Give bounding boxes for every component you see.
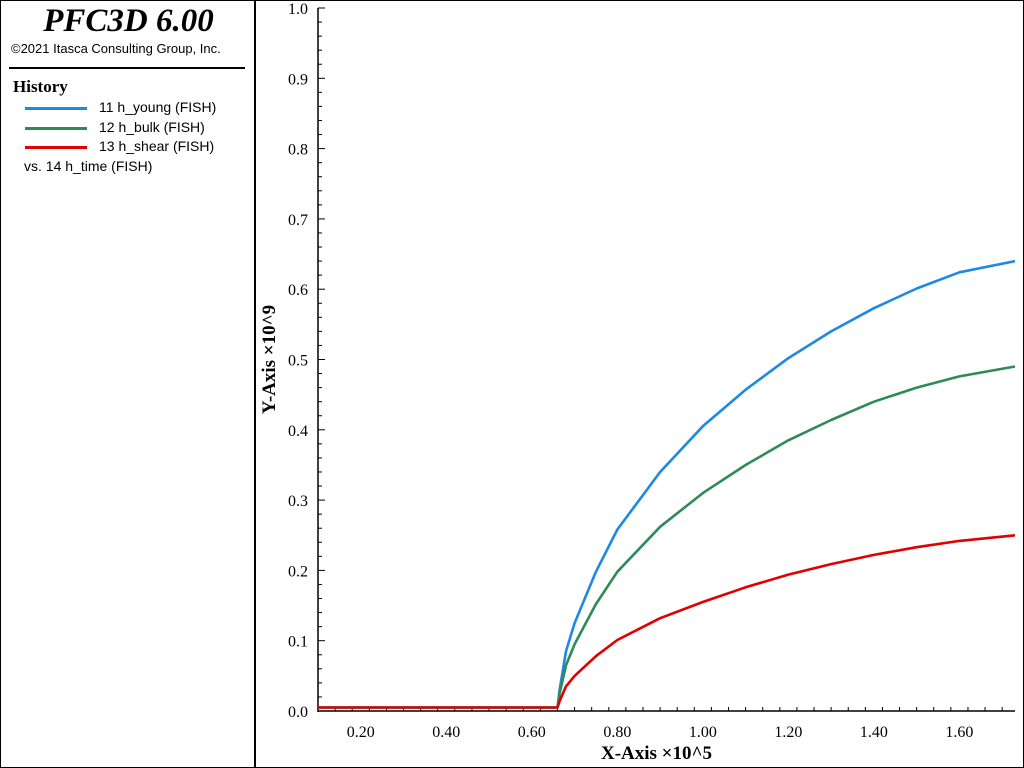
x-tick-label: 1.60 — [945, 724, 973, 741]
x-tick-label: 1.40 — [860, 724, 888, 741]
y-tick-label: 0.3 — [288, 493, 308, 510]
x-tick-label: 0.60 — [518, 724, 546, 741]
y-tick-label: 0.8 — [288, 142, 308, 159]
legend-label-shear: 13 h_shear (FISH) — [99, 138, 215, 154]
title-divider — [9, 67, 245, 69]
y-tick-label: 0.6 — [288, 282, 308, 299]
copyright-text: ©2021 Itasca Consulting Group, Inc. — [11, 41, 221, 56]
legend-swatch-young — [25, 107, 87, 110]
series-line-3 — [318, 534, 1016, 709]
series-line-1 — [318, 259, 1016, 709]
legend-swatch-shear — [25, 146, 87, 149]
legend-swatch-bulk — [25, 127, 87, 130]
x-tick-label: 0.40 — [432, 724, 460, 741]
legend-label-bulk: 12 h_bulk (FISH) — [99, 119, 205, 135]
legend-label-young: 11 h_young (FISH) — [99, 99, 217, 115]
y-tick-label: 0.1 — [288, 634, 308, 651]
x-tick-label: 0.20 — [347, 724, 375, 741]
y-tick-label: 0.0 — [288, 704, 308, 721]
x-axis-title: X-Axis ×10^5 — [601, 743, 712, 764]
x-tick-label: 0.80 — [603, 724, 631, 741]
series-line-2 — [318, 365, 1016, 709]
y-tick-label: 0.9 — [288, 71, 308, 88]
y-tick-label: 0.4 — [288, 423, 308, 440]
x-tick-label: 1.20 — [774, 724, 802, 741]
x-variable-label: vs. 14 h_time (FISH) — [24, 158, 153, 174]
y-tick-label: 0.2 — [288, 563, 308, 580]
history-chart: 0.0 0.1 0.2 0.3 0.4 0.5 0.6 0.7 0.8 0.9 1.0 0.20 0.4… — [259, 1, 1016, 764]
legend-panel: PFC3D 6.00 ©2021 Itasca Consulting Group… — [1, 1, 256, 767]
y-tick-label: 0.5 — [288, 353, 308, 370]
x-tick-label: 1.00 — [689, 724, 717, 741]
y-axis-title: Y-Axis ×10^9 — [259, 305, 280, 414]
history-heading: History — [13, 77, 68, 96]
app-title: PFC3D 6.00 — [43, 3, 214, 39]
y-tick-label: 0.7 — [288, 212, 308, 229]
y-tick-label: 1.0 — [288, 1, 308, 18]
